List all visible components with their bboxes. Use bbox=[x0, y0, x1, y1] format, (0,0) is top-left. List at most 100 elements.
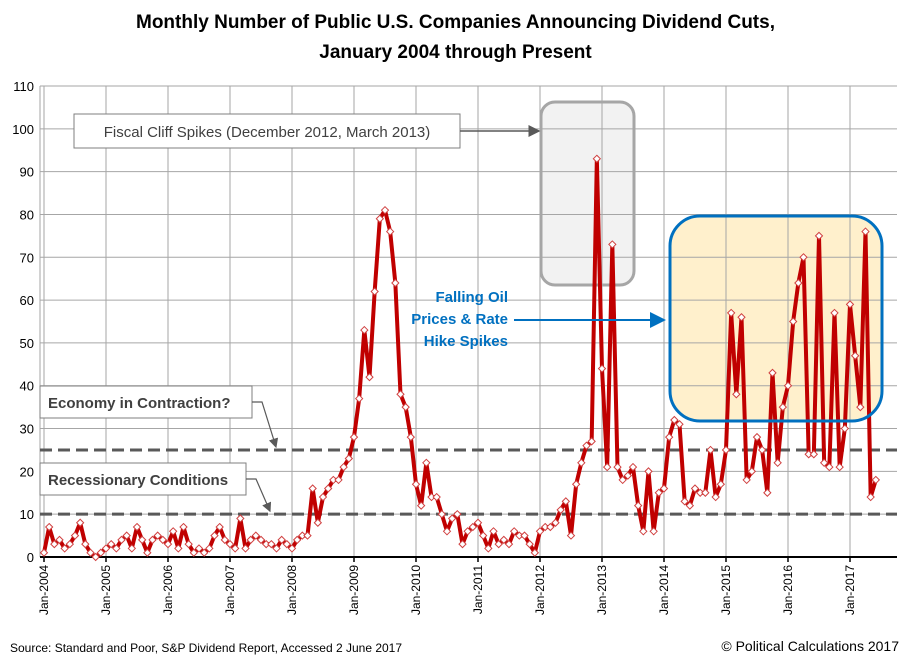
fiscal-cliff-label-box bbox=[73, 113, 461, 149]
data-point bbox=[179, 522, 188, 532]
data-point bbox=[447, 514, 457, 523]
data-point bbox=[509, 527, 519, 536]
reference-label: Recessionary Conditions bbox=[48, 472, 228, 489]
data-point bbox=[230, 544, 240, 553]
data-point bbox=[825, 462, 834, 472]
data-point bbox=[504, 539, 514, 549]
y-tick-label: 50 bbox=[20, 336, 34, 351]
data-point bbox=[654, 488, 664, 497]
data-point bbox=[323, 484, 333, 493]
data-point bbox=[65, 539, 75, 549]
data-point bbox=[618, 475, 627, 485]
data-point bbox=[602, 462, 612, 472]
data-point bbox=[143, 548, 152, 557]
data-point bbox=[763, 488, 772, 497]
data-point bbox=[91, 552, 100, 562]
data-point bbox=[721, 445, 731, 455]
data-point bbox=[608, 240, 617, 249]
data-point bbox=[75, 518, 85, 527]
data-point bbox=[649, 527, 658, 536]
x-tick-label: Jan-2007 bbox=[223, 565, 237, 615]
data-point bbox=[365, 372, 374, 382]
data-point bbox=[530, 548, 540, 557]
data-point bbox=[571, 480, 581, 489]
data-point bbox=[613, 462, 622, 472]
data-point bbox=[783, 381, 793, 390]
data-point bbox=[50, 539, 59, 549]
data-point bbox=[354, 394, 364, 403]
data-point bbox=[344, 454, 354, 463]
data-point bbox=[701, 488, 710, 497]
data-point bbox=[406, 432, 416, 442]
data-point bbox=[478, 531, 488, 540]
x-tick-label: Jan-2010 bbox=[409, 565, 423, 615]
y-tick-label: 60 bbox=[20, 293, 34, 308]
data-point bbox=[106, 539, 116, 549]
data-point bbox=[484, 544, 493, 553]
data-point bbox=[628, 462, 638, 472]
data-point bbox=[716, 480, 726, 489]
data-point bbox=[742, 475, 751, 485]
data-point bbox=[432, 492, 441, 502]
data-point bbox=[778, 402, 788, 412]
data-point bbox=[44, 522, 54, 532]
data-point bbox=[819, 458, 829, 468]
data-point bbox=[525, 539, 534, 549]
data-point bbox=[442, 527, 452, 536]
data-point bbox=[55, 535, 64, 545]
x-tick-label: Jan-2014 bbox=[657, 565, 671, 615]
data-point bbox=[199, 548, 209, 557]
y-tick-label: 100 bbox=[12, 122, 34, 137]
data-point bbox=[489, 527, 498, 536]
data-point bbox=[96, 548, 106, 557]
data-point bbox=[137, 535, 147, 545]
data-point bbox=[726, 308, 736, 318]
data-point bbox=[737, 313, 746, 322]
data-point bbox=[463, 527, 472, 536]
data-point bbox=[866, 492, 875, 502]
copyright: © Political Calculations 2017 bbox=[721, 638, 899, 654]
data-point bbox=[210, 531, 219, 540]
data-point bbox=[752, 432, 762, 442]
x-tick-label: Jan-2016 bbox=[781, 565, 795, 615]
fiscal-cliff-box bbox=[539, 100, 636, 287]
data-point bbox=[272, 544, 281, 553]
y-tick-label: 30 bbox=[20, 422, 34, 437]
data-point bbox=[747, 467, 757, 476]
oil-box-fill bbox=[670, 216, 882, 421]
data-point bbox=[122, 531, 131, 540]
y-tick-label: 80 bbox=[20, 207, 34, 222]
data-point bbox=[659, 484, 669, 493]
data-point bbox=[566, 531, 576, 540]
data-point bbox=[861, 227, 870, 236]
x-tick-label: Jan-2004 bbox=[37, 565, 51, 615]
data-point bbox=[587, 437, 596, 446]
data-point bbox=[639, 527, 648, 536]
data-point bbox=[101, 544, 111, 553]
data-point bbox=[499, 535, 509, 545]
data-point bbox=[163, 539, 173, 549]
data-point bbox=[251, 531, 261, 540]
data-point bbox=[60, 544, 69, 553]
data-point bbox=[313, 518, 323, 527]
data-point bbox=[757, 445, 767, 455]
reference-label: Economy in Contraction? bbox=[48, 395, 231, 412]
data-point bbox=[241, 544, 250, 553]
data-point bbox=[458, 539, 467, 549]
data-point bbox=[220, 535, 230, 545]
data-point bbox=[318, 492, 328, 502]
data-point bbox=[556, 505, 565, 515]
data-point bbox=[158, 535, 168, 545]
data-point bbox=[809, 450, 819, 459]
data-point bbox=[303, 531, 312, 540]
chart-title-line2: January 2004 through Present bbox=[319, 42, 592, 63]
data-point bbox=[633, 501, 643, 510]
reference-label-box bbox=[39, 462, 247, 496]
data-point bbox=[148, 535, 157, 545]
data-point bbox=[732, 390, 741, 399]
data-point bbox=[339, 462, 348, 472]
data-point bbox=[690, 484, 700, 493]
data-point bbox=[385, 227, 395, 236]
